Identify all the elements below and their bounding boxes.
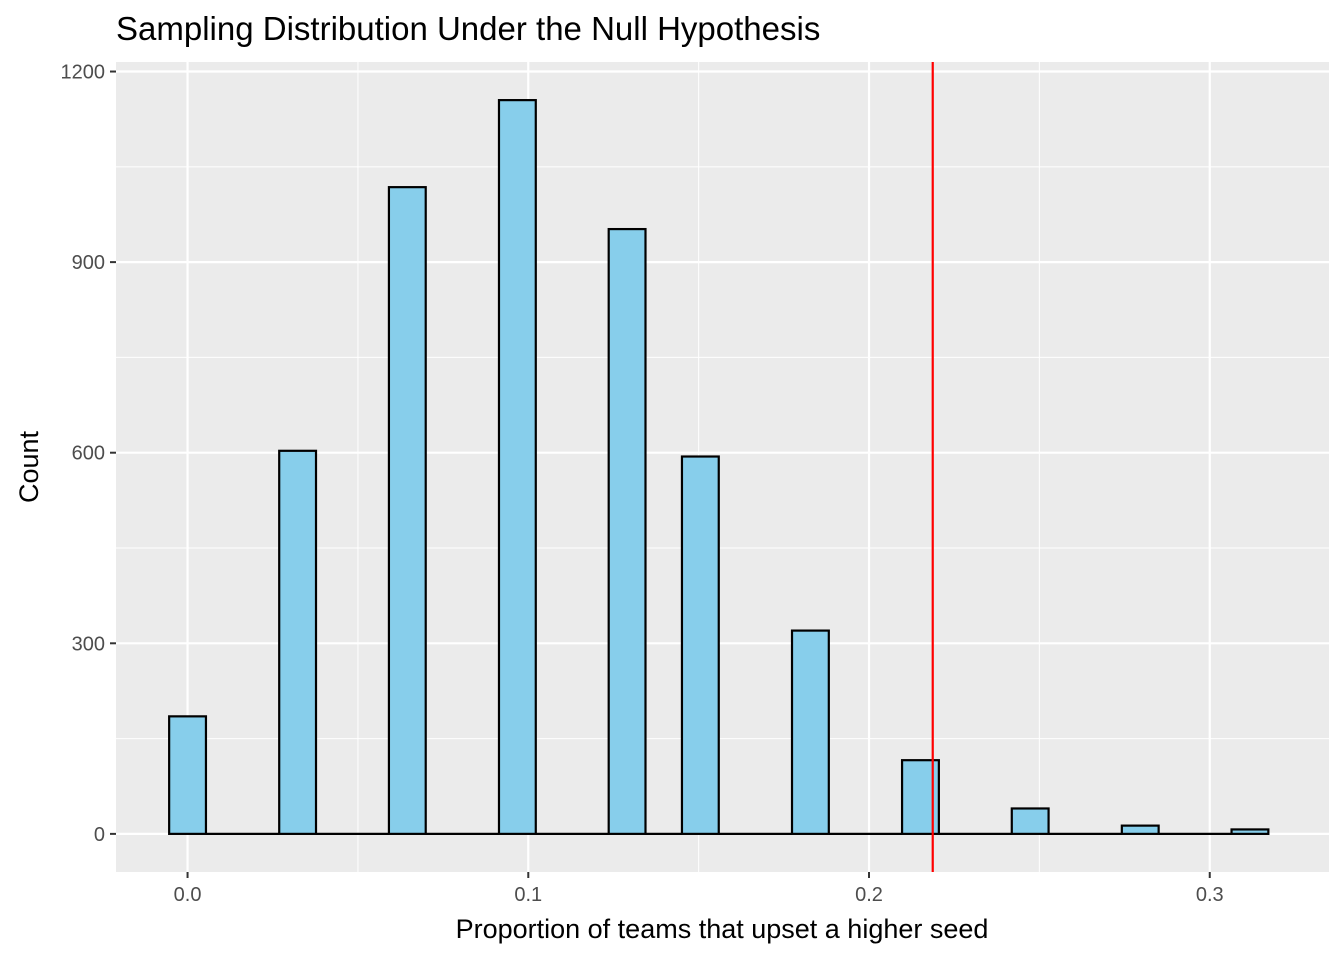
histogram-bar [680,455,720,835]
y-tick-label: 300 [72,633,105,655]
x-axis-title: Proportion of teams that upset a higher … [456,914,989,944]
histogram-bar [168,715,208,835]
y-axis: 0 300 600 900 1200 [61,62,116,846]
histogram-bar [1120,824,1160,835]
histogram-bar [1010,807,1050,835]
plot-panel [116,62,1329,872]
y-tick-label: 600 [72,443,105,465]
x-tick-label: 0.0 [174,884,202,906]
x-tick-label: 0.3 [1196,884,1224,906]
x-axis: 0.0 0.1 0.2 0.3 [174,872,1224,906]
x-tick-label: 0.2 [855,884,883,906]
histogram-bar [387,186,427,835]
histogram-bar [278,449,318,835]
y-tick-label: 900 [72,252,105,274]
x-tick-label: 0.1 [514,884,542,906]
histogram-bar [790,629,830,835]
histogram-bar [607,227,647,835]
chart-title: Sampling Distribution Under the Null Hyp… [116,10,820,47]
histogram-bar [1230,828,1270,835]
y-tick-label: 0 [94,824,105,846]
y-axis-title: Count [14,430,44,503]
y-tick-label: 1200 [61,62,106,84]
histogram-bars [168,99,1270,835]
histogram-bar [497,99,537,835]
